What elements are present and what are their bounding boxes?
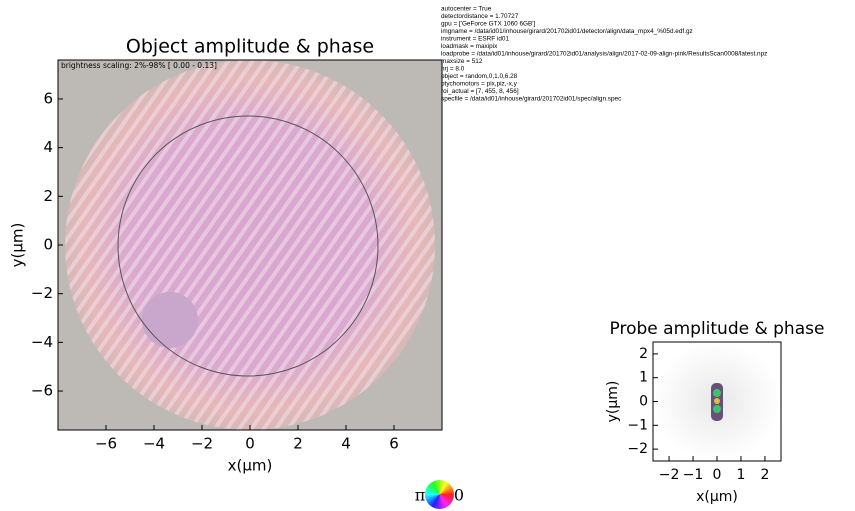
params-line: detectordistance = 1.70727 bbox=[441, 13, 519, 20]
x-tick-label: 6 bbox=[389, 435, 399, 453]
y-tick-label: 2 bbox=[43, 187, 53, 205]
params-line: loadmask = maxipix bbox=[441, 43, 498, 50]
x-tick-label: 0 bbox=[713, 467, 722, 483]
y-tick-label: −2 bbox=[627, 441, 648, 457]
params-line: object = random,0,1,0,6.28 bbox=[441, 73, 518, 80]
wheel-label: 0 bbox=[454, 486, 464, 505]
y-tick-label: 2 bbox=[639, 346, 648, 362]
axes-title: Object amplitude & phase bbox=[126, 36, 374, 58]
y-axis-label: y(μm) bbox=[9, 223, 27, 268]
y-axis-label: y(μm) bbox=[605, 381, 621, 423]
y-tick-label: 4 bbox=[43, 138, 53, 156]
y-tick-label: 0 bbox=[43, 236, 53, 254]
x-tick-label: 2 bbox=[760, 467, 769, 483]
params-line: instrument = ESRF id01 bbox=[441, 36, 509, 43]
y-tick-label: −6 bbox=[31, 382, 53, 400]
params-line: ptychomotors = pix,piz,-x,y bbox=[441, 81, 518, 88]
params-line: maxsize = 512 bbox=[441, 58, 483, 65]
x-tick-label: −4 bbox=[143, 435, 165, 453]
x-tick-label: −2 bbox=[191, 435, 213, 453]
colorwheel bbox=[425, 480, 454, 509]
x-tick-label: −2 bbox=[659, 467, 680, 483]
params-line: imgname = /data/id01/inhouse/girard/2017… bbox=[441, 28, 693, 35]
wheel-label: π bbox=[415, 486, 426, 505]
x-tick-label: 0 bbox=[245, 435, 255, 453]
x-axis-label: x(μm) bbox=[228, 457, 273, 475]
params-line: gpu = ['GeForce GTX 1060 6GB'] bbox=[441, 21, 535, 28]
y-tick-label: 6 bbox=[43, 89, 53, 107]
x-tick-label: 4 bbox=[341, 435, 351, 453]
probe-image bbox=[653, 342, 781, 461]
x-axis-label: x(μm) bbox=[696, 489, 738, 505]
y-tick-label: 1 bbox=[639, 370, 648, 386]
y-tick-label: −1 bbox=[627, 417, 648, 433]
annotation: brightness scaling: 2%-98% [ 0.00 - 0.13… bbox=[61, 61, 217, 70]
axes-title: Probe amplitude & phase bbox=[610, 319, 825, 339]
y-tick-label: −4 bbox=[31, 333, 53, 351]
x-tick-label: 2 bbox=[293, 435, 303, 453]
params-line: nrj = 8.0 bbox=[441, 66, 465, 73]
params-line: roi_actual = [7, 455, 8, 456] bbox=[441, 88, 519, 95]
params-line: loadprobe = /data/id01/inhouse/girard/20… bbox=[441, 51, 767, 58]
object-image bbox=[58, 60, 442, 430]
params-line: autocenter = True bbox=[441, 6, 492, 13]
params-line: specfile = /data/id01/inhouse/girard/201… bbox=[441, 96, 622, 103]
x-tick-label: 1 bbox=[737, 467, 746, 483]
x-tick-label: −1 bbox=[683, 467, 704, 483]
x-tick-label: −6 bbox=[95, 435, 117, 453]
y-tick-label: 0 bbox=[639, 394, 648, 410]
y-tick-label: −2 bbox=[31, 284, 53, 302]
